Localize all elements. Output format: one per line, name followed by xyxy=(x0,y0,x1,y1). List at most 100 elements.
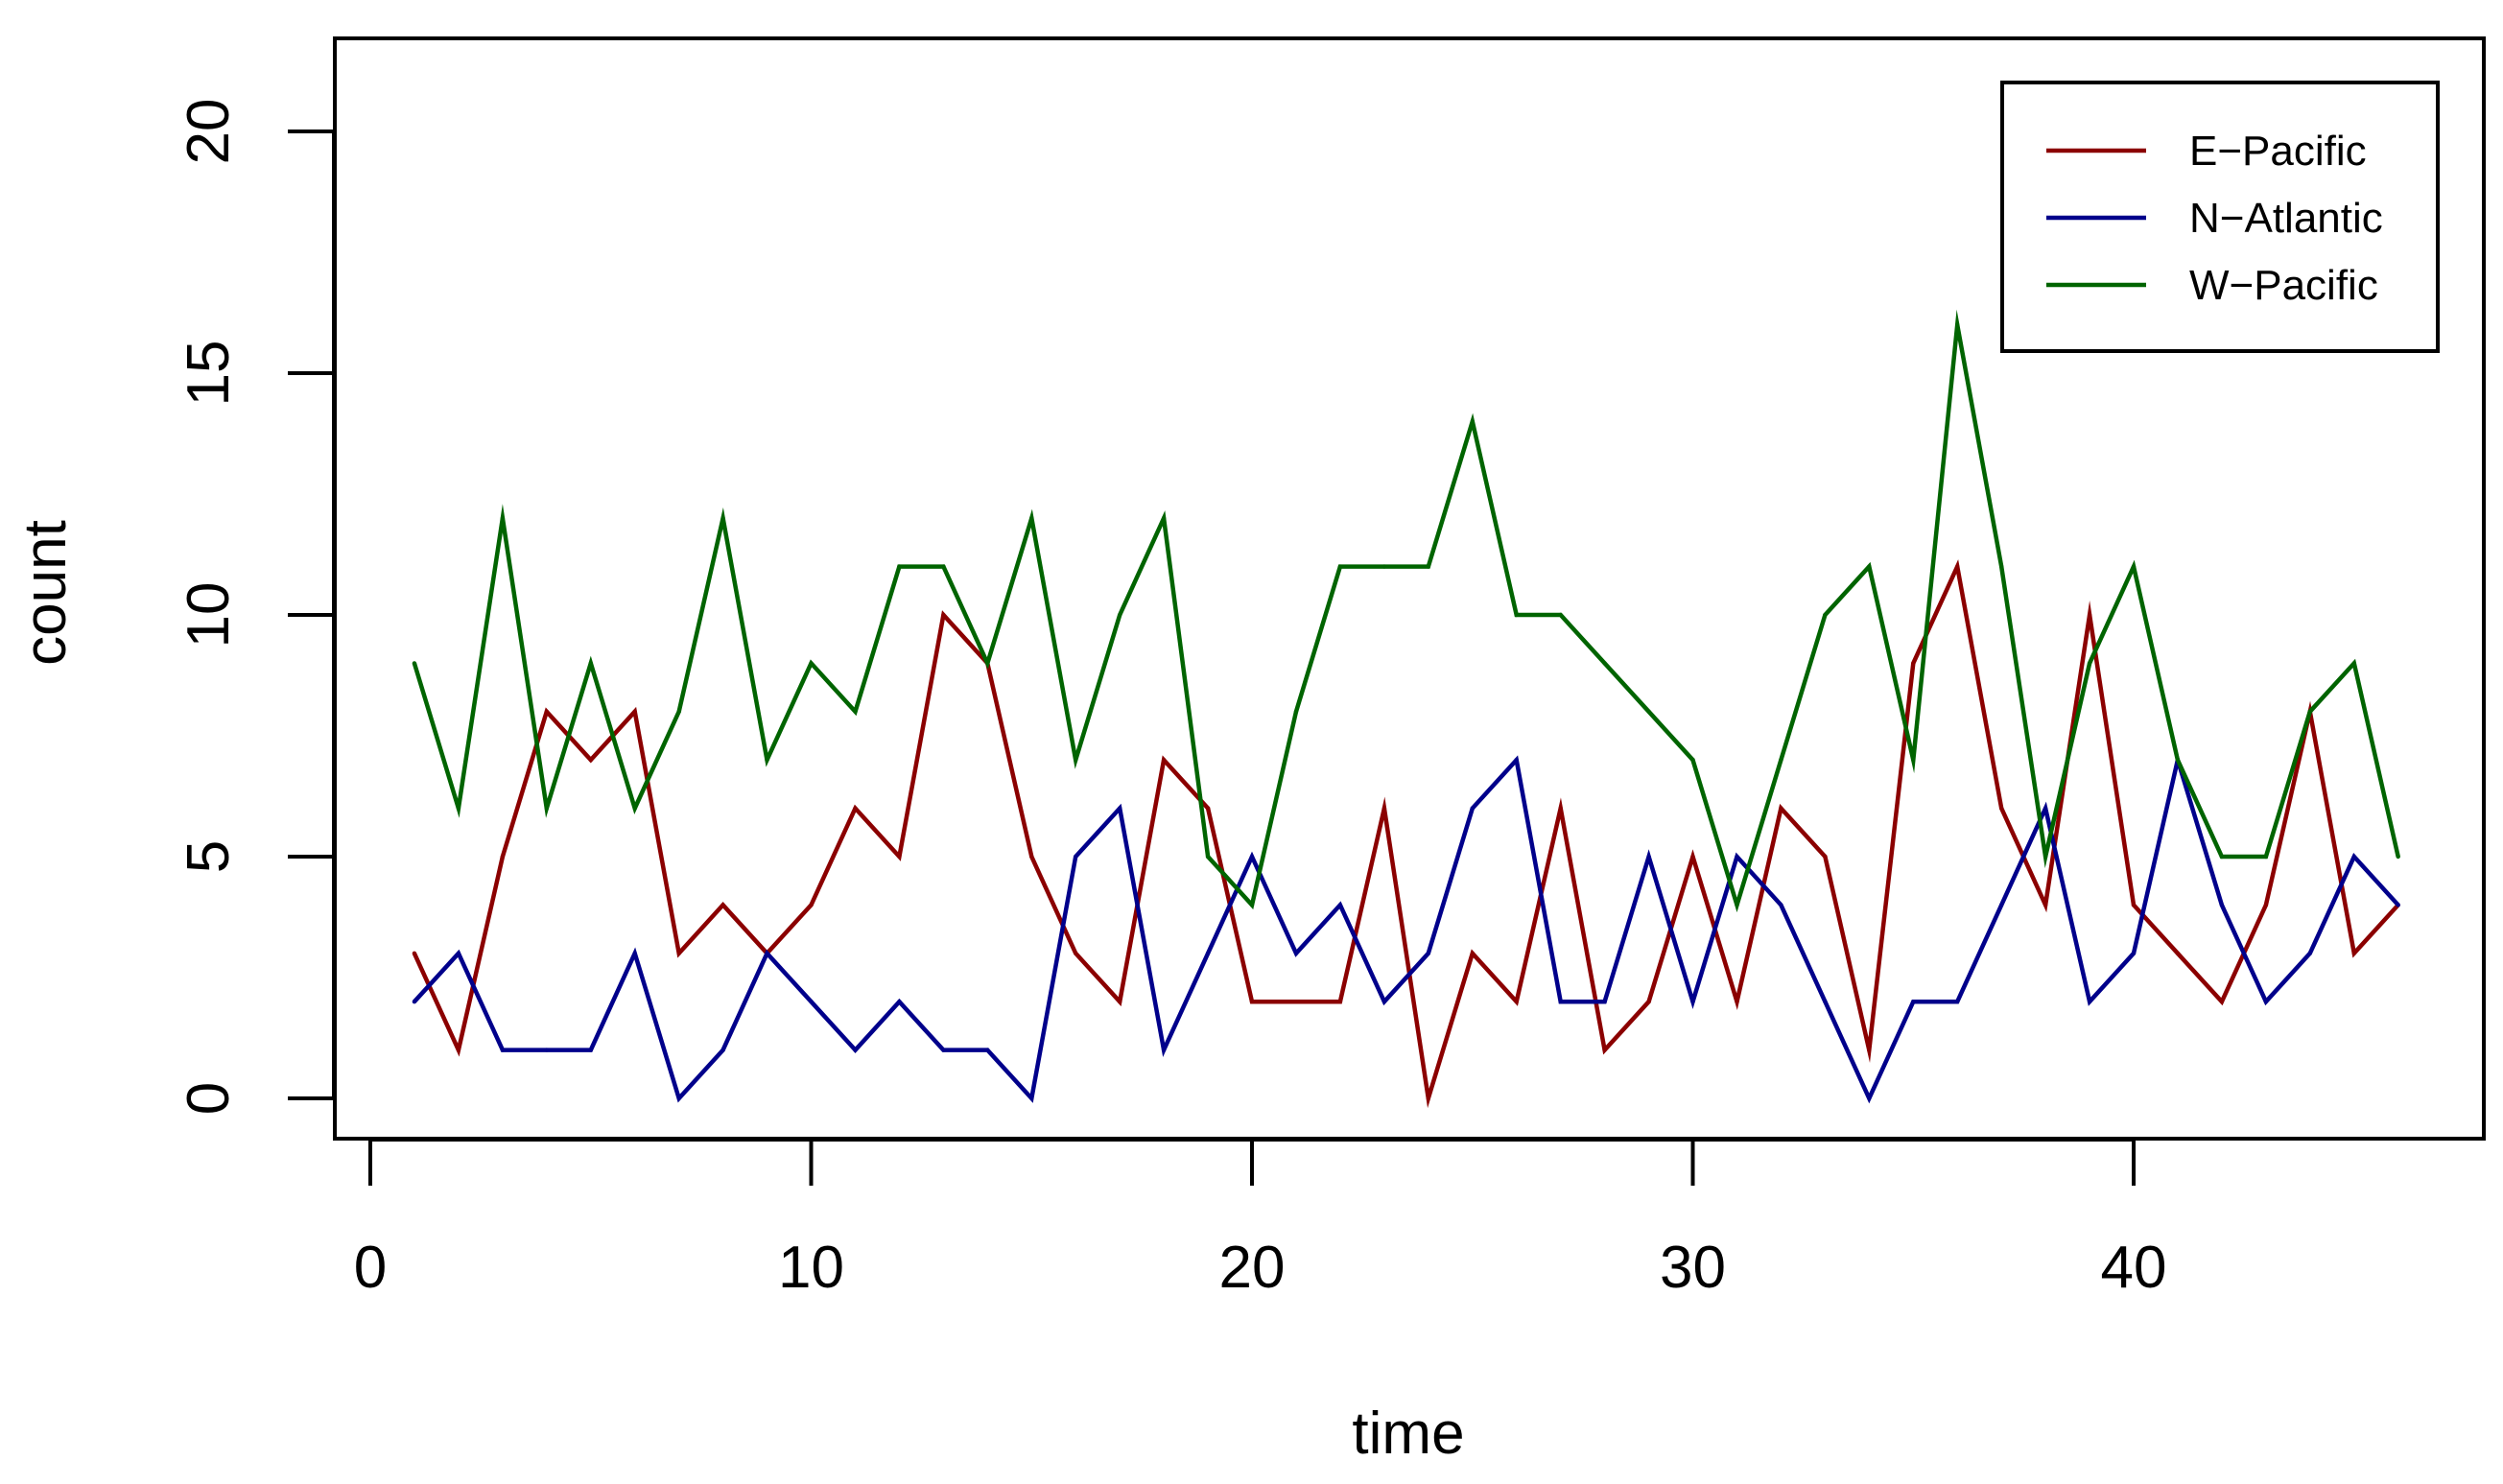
data-point-wpacific xyxy=(1867,564,1872,569)
data-point-wpacific xyxy=(588,661,593,666)
data-point-wpacific xyxy=(2043,854,2048,860)
x-tick-label: 10 xyxy=(778,1235,844,1301)
data-point-epacific xyxy=(1646,1000,1651,1004)
data-point-natlantic xyxy=(2219,903,2225,907)
x-axis: 0 10 20 30 40 xyxy=(354,1138,2167,1301)
data-point-natlantic xyxy=(676,1095,681,1101)
data-point-natlantic xyxy=(2131,951,2137,955)
data-point-natlantic xyxy=(2396,903,2400,907)
data-point-epacific xyxy=(412,951,417,955)
y-axis: 0 5 10 15 20 xyxy=(176,99,336,1115)
data-point-wpacific xyxy=(1514,612,1519,618)
data-point-natlantic xyxy=(500,1048,506,1052)
data-point-natlantic xyxy=(1161,1048,1167,1052)
data-point-natlantic xyxy=(1381,1000,1387,1004)
data-point-natlantic xyxy=(941,1048,946,1052)
data-point-wpacific xyxy=(1205,854,1211,860)
data-point-natlantic xyxy=(897,1000,902,1004)
x-tick-label: 30 xyxy=(1660,1235,1726,1301)
data-point-wpacific xyxy=(1955,322,1960,327)
data-point-natlantic xyxy=(2263,1000,2269,1004)
data-point-natlantic xyxy=(1426,951,1431,955)
y-tick-label: 0 xyxy=(176,1082,242,1115)
data-point-wpacific xyxy=(765,758,769,763)
data-point-epacific xyxy=(676,951,681,955)
data-point-natlantic xyxy=(1337,903,1343,907)
data-point-epacific xyxy=(1779,806,1783,811)
y-tick-label: 5 xyxy=(176,840,242,873)
data-point-epacific xyxy=(2087,612,2092,618)
data-point-wpacific xyxy=(500,516,506,521)
data-point-natlantic xyxy=(632,951,637,955)
data-point-epacific xyxy=(456,1048,461,1052)
data-point-natlantic xyxy=(1205,951,1211,955)
data-point-natlantic xyxy=(809,1000,814,1004)
data-point-wpacific xyxy=(676,709,681,714)
data-point-wpacific xyxy=(1029,516,1034,521)
data-point-wpacific xyxy=(720,516,725,521)
data-point-wpacific xyxy=(2087,661,2092,666)
data-point-natlantic xyxy=(2351,854,2356,860)
x-tick-label: 20 xyxy=(1219,1235,1286,1301)
y-tick-label: 10 xyxy=(176,582,242,648)
data-point-natlantic xyxy=(1558,1000,1563,1004)
data-point-wpacific xyxy=(2396,854,2400,860)
data-point-natlantic xyxy=(412,1000,417,1004)
data-point-wpacific xyxy=(2307,709,2312,714)
data-point-epacific xyxy=(1470,951,1476,955)
data-point-epacific xyxy=(853,806,858,811)
data-point-natlantic xyxy=(1911,1000,1916,1004)
data-point-natlantic xyxy=(1955,1000,1960,1004)
legend-label: W−Pacific xyxy=(2189,262,2378,309)
data-point-wpacific xyxy=(1161,516,1167,521)
data-point-natlantic xyxy=(1646,854,1651,860)
data-point-natlantic xyxy=(2307,951,2312,955)
data-point-wpacific xyxy=(897,564,902,569)
data-point-epacific xyxy=(544,709,549,714)
data-point-epacific xyxy=(941,612,946,618)
data-point-wpacific xyxy=(632,806,637,811)
data-point-wpacific xyxy=(853,709,858,714)
series-line-natlantic xyxy=(413,751,2400,1104)
data-point-natlantic xyxy=(1690,1000,1695,1004)
data-point-natlantic xyxy=(1823,1000,1828,1004)
data-point-epacific xyxy=(1690,854,1695,860)
series-layer xyxy=(412,309,2400,1109)
x-tick-label: 0 xyxy=(354,1235,387,1301)
data-point-natlantic xyxy=(853,1048,858,1052)
data-point-epacific xyxy=(632,709,637,714)
data-point-epacific xyxy=(1205,806,1211,811)
y-axis-title: count xyxy=(12,520,79,666)
legend-label: N−Atlantic xyxy=(2189,195,2383,242)
data-point-epacific xyxy=(1911,661,1916,666)
data-point-wpacific xyxy=(1249,903,1255,907)
data-point-wpacific xyxy=(2175,758,2181,763)
data-point-epacific xyxy=(1381,806,1387,811)
data-point-epacific xyxy=(897,854,902,860)
data-point-natlantic xyxy=(1029,1095,1034,1101)
data-point-epacific xyxy=(1029,854,1034,860)
data-point-natlantic xyxy=(1118,806,1122,811)
data-point-wpacific xyxy=(1690,758,1695,763)
data-point-natlantic xyxy=(765,951,769,955)
data-point-epacific xyxy=(2131,903,2137,907)
data-point-epacific xyxy=(1558,806,1563,811)
data-point-natlantic xyxy=(456,951,461,955)
data-point-wpacific xyxy=(1558,612,1563,618)
data-point-natlantic xyxy=(1074,854,1078,860)
data-point-wpacific xyxy=(1337,564,1343,569)
data-point-natlantic xyxy=(1735,854,1739,860)
data-point-natlantic xyxy=(720,1048,725,1052)
data-point-wpacific xyxy=(1779,758,1783,763)
data-point-natlantic xyxy=(1779,903,1783,907)
data-point-natlantic xyxy=(544,1048,549,1052)
x-tick-label: 40 xyxy=(2101,1235,2167,1301)
data-point-epacific xyxy=(1514,1000,1519,1004)
data-point-natlantic xyxy=(588,1048,593,1052)
data-point-wpacific xyxy=(1426,564,1431,569)
data-point-wpacific xyxy=(2219,854,2225,860)
data-point-wpacific xyxy=(2131,564,2137,569)
data-point-epacific xyxy=(1823,854,1828,860)
data-point-epacific xyxy=(2219,1000,2225,1004)
